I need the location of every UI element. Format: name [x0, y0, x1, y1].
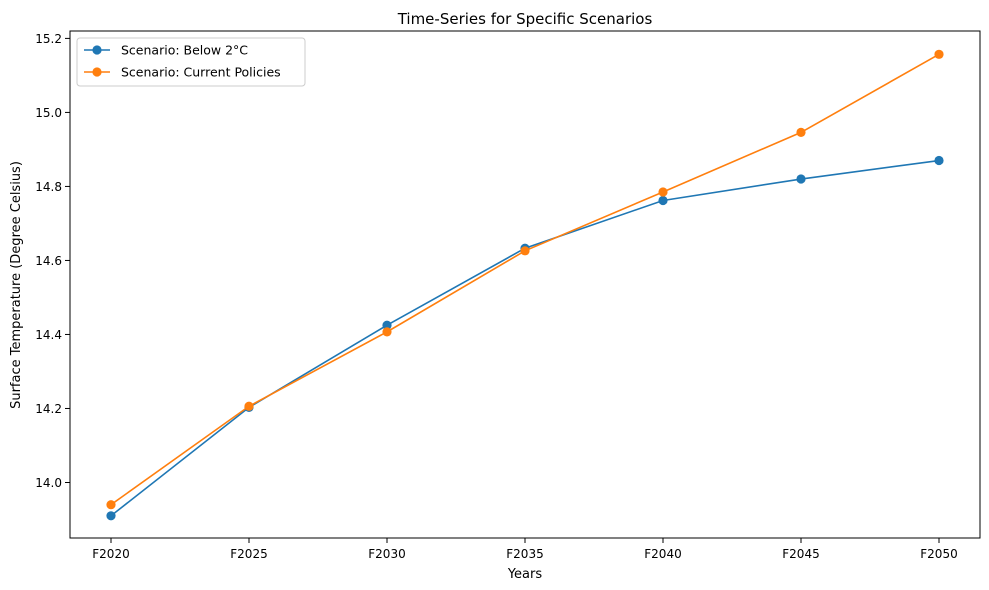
x-axis: F2020 F2025 F2030 F2035 F2040 F2045 F2050: [92, 538, 958, 561]
x-tick-label: F2045: [782, 547, 819, 561]
x-tick-label: F2020: [92, 547, 129, 561]
legend-swatch-marker: [92, 45, 102, 55]
legend-label: Scenario: Below 2°C: [121, 43, 248, 58]
y-tick-label: 14.0: [35, 476, 62, 490]
y-tick-label: 15.2: [35, 32, 62, 46]
series-layer: [106, 49, 944, 521]
data-point: [658, 187, 668, 197]
data-point: [934, 49, 944, 59]
data-point: [382, 327, 392, 337]
data-point: [934, 155, 944, 166]
x-tick-label: F2025: [230, 547, 267, 561]
data-point: [520, 246, 530, 256]
y-axis: 14.0 14.2 14.4 14.6 14.8 15.0 15.2: [35, 32, 70, 490]
series-line: [110, 159, 940, 517]
y-tick-label: 14.2: [35, 402, 62, 416]
legend-box: [76, 37, 306, 87]
legend-swatch-marker: [92, 67, 102, 77]
data-point: [382, 320, 392, 330]
chart-title: Time-Series for Specific Scenarios: [397, 10, 653, 28]
x-tick-label: F2035: [506, 547, 543, 561]
x-tick-label: F2040: [644, 547, 681, 561]
x-axis-label: Years: [507, 567, 543, 582]
data-point: [106, 511, 116, 521]
y-tick-label: 14.8: [35, 180, 62, 194]
data-point: [796, 127, 806, 137]
y-axis-label: Surface Temperature (Degree Celsius): [9, 161, 24, 409]
x-tick-label: F2050: [920, 547, 957, 561]
series-line: [110, 53, 940, 506]
series-2: [106, 49, 944, 510]
x-tick-label: F2030: [368, 547, 405, 561]
legend: Scenario: Below 2°C Scenario: Current Pol…: [76, 37, 306, 87]
data-point: [658, 195, 668, 206]
data-point: [796, 174, 806, 184]
y-tick-label: 14.6: [35, 254, 62, 268]
data-point: [106, 500, 116, 510]
plot-frame: [69, 30, 981, 539]
data-point: [244, 401, 254, 411]
series-1: [106, 155, 944, 521]
legend-label: Scenario: Current Policies: [121, 65, 281, 80]
y-tick-label: 15.0: [35, 106, 62, 120]
plot-area: [69, 30, 981, 539]
y-tick-label: 14.4: [35, 328, 62, 342]
